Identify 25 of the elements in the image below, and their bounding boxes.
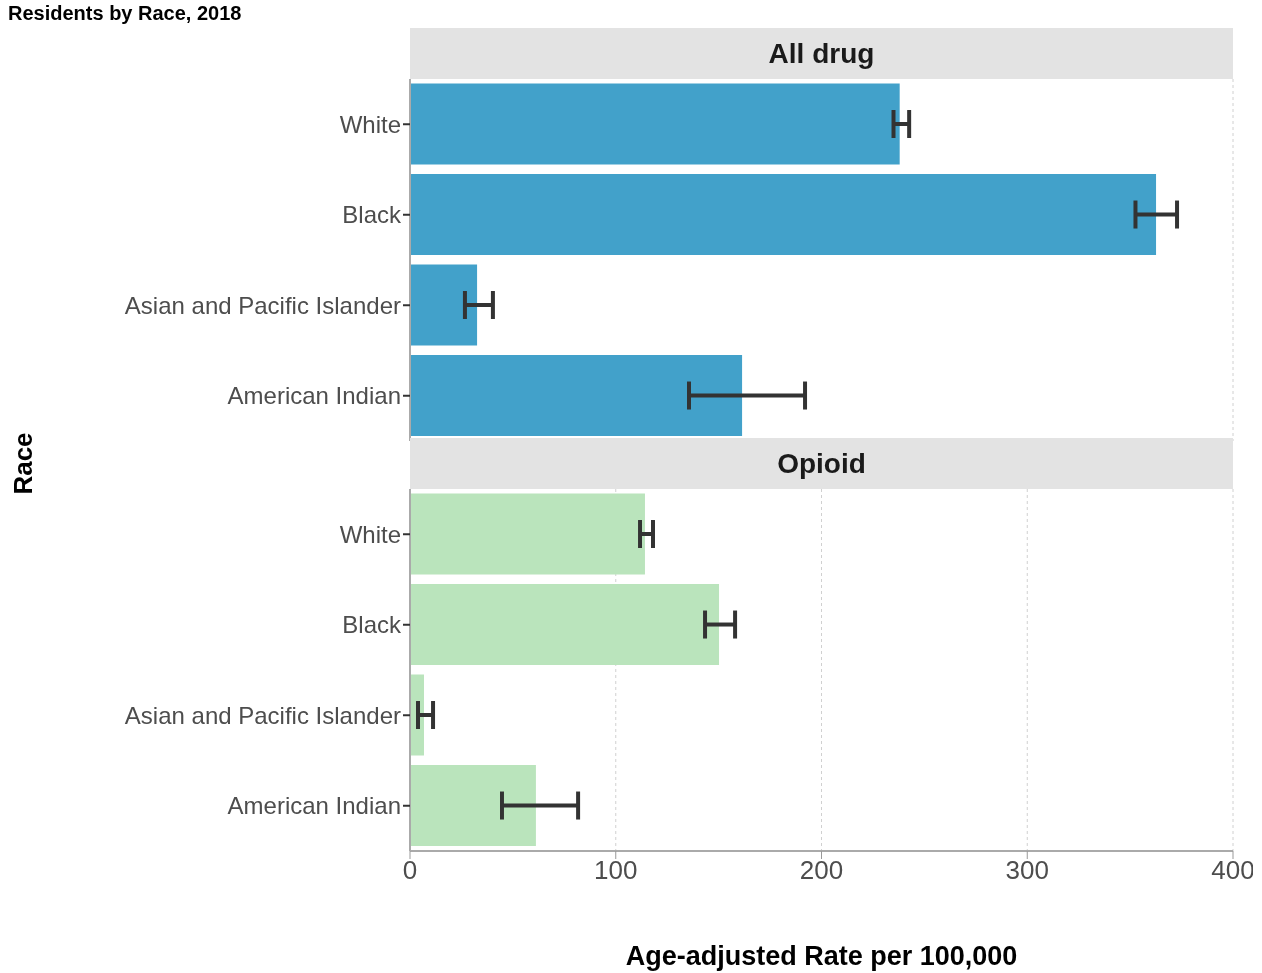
- x-tick-label: 400: [1211, 855, 1255, 886]
- chart-subtitle: All drug: [410, 28, 1233, 79]
- bar: [410, 584, 720, 666]
- y-tick-label: White: [339, 520, 401, 548]
- x-tick-label: 0: [402, 855, 418, 886]
- y-tick-label: American Indian: [227, 792, 401, 820]
- bar: [410, 493, 645, 575]
- x-tick-label: 200: [799, 855, 844, 886]
- x-tick-label: 300: [1005, 855, 1049, 886]
- x-axis-title: Age-adjusted Rate per 100,000: [624, 941, 1019, 972]
- y-axis-title: Race: [7, 431, 39, 497]
- bar: [410, 355, 743, 437]
- y-tick-label: Black: [342, 611, 402, 639]
- chart-subtitle: Opioid: [410, 438, 1233, 489]
- bar: [410, 83, 900, 165]
- bar: [410, 174, 1157, 256]
- bar: [410, 264, 478, 346]
- y-tick-label: Asian and Pacific Islander: [124, 291, 401, 319]
- y-tick-label: Black: [342, 201, 402, 229]
- y-tick-label: American Indian: [227, 382, 401, 410]
- y-tick-label: White: [339, 110, 401, 138]
- bar: [410, 765, 536, 847]
- x-tick-label: 100: [594, 855, 638, 886]
- y-tick-label: Asian and Pacific Islander: [124, 701, 401, 729]
- text: Residents by Race, 2018: [8, 2, 242, 25]
